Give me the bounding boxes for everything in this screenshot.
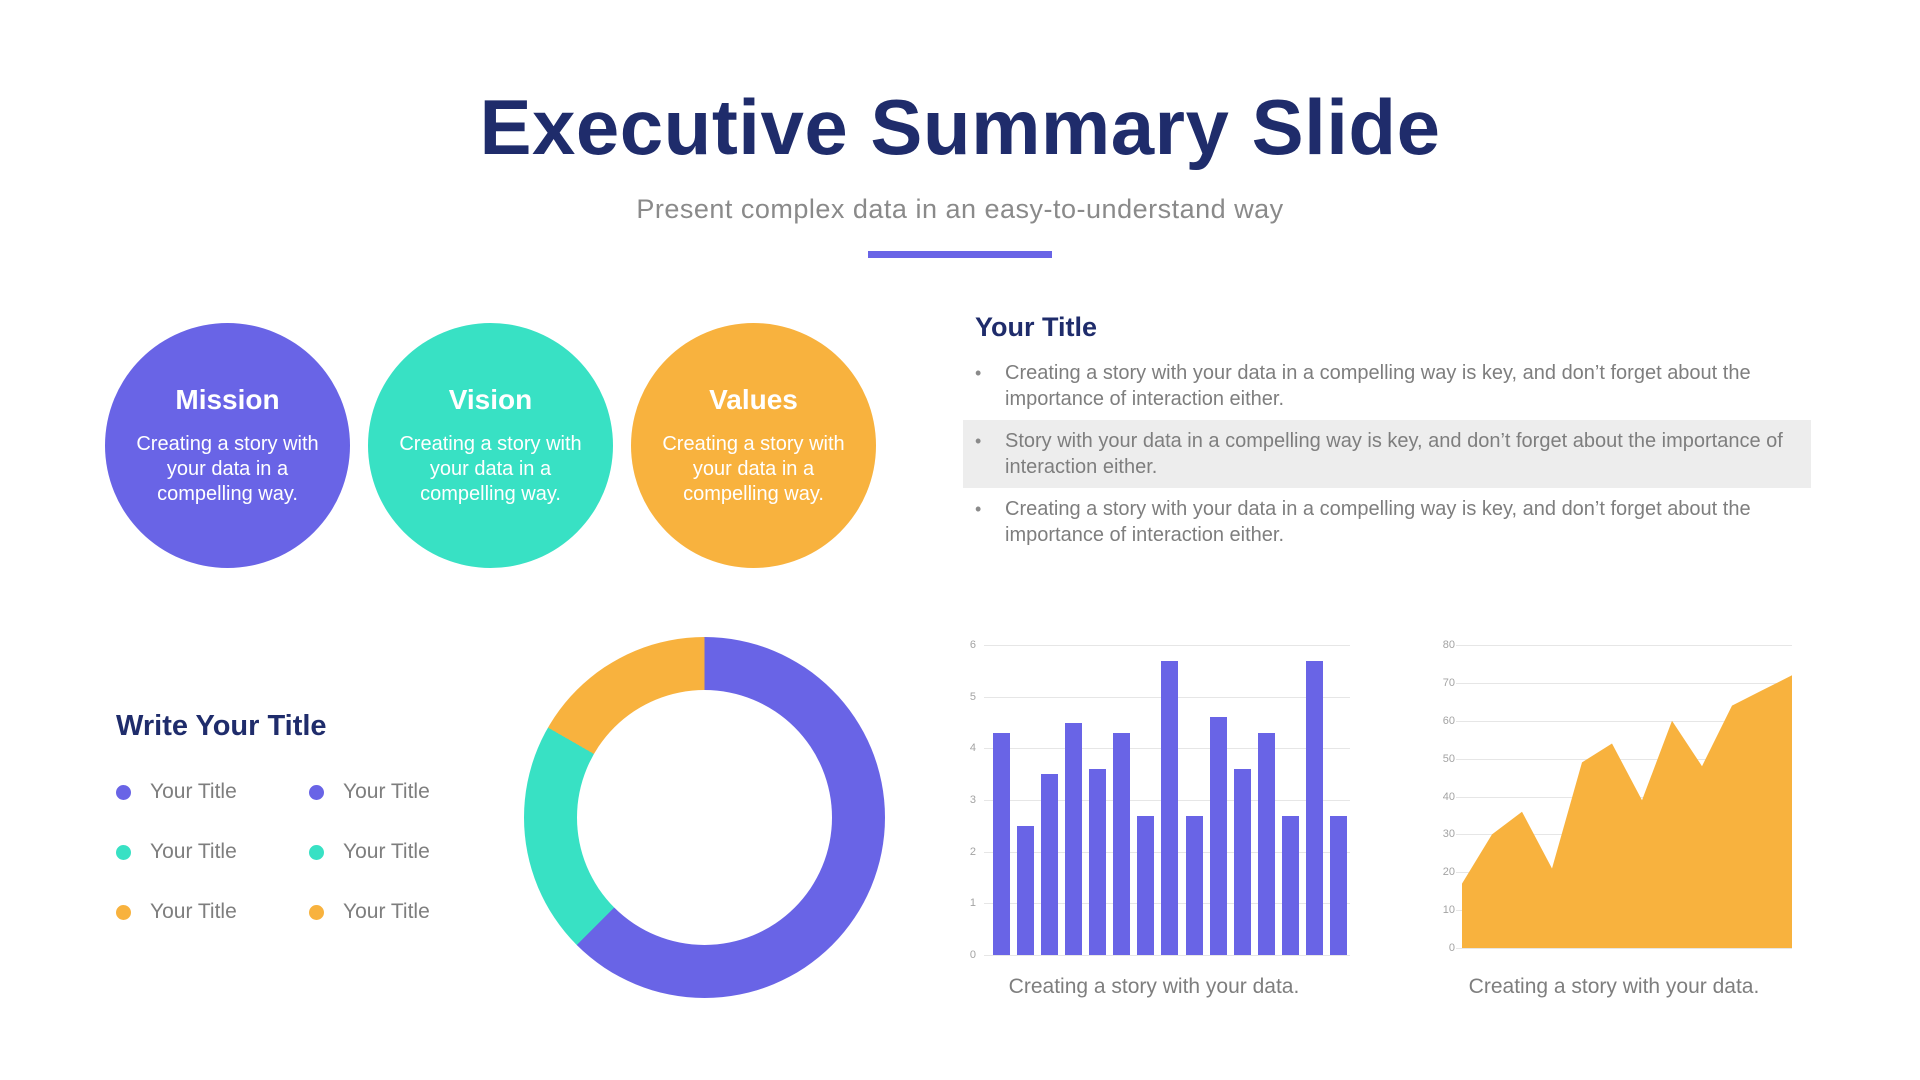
y-axis-tick-label: 70 [1442, 676, 1455, 689]
gridline [984, 645, 1350, 646]
bullets-section: Your Title • Creating a story with your … [963, 312, 1811, 556]
bullets-section-title: Your Title [975, 312, 1098, 342]
area-chart-caption: Creating a story with your data. [1468, 975, 1760, 998]
bar [1305, 660, 1323, 955]
bullet-item-3: • Creating a story with your data in a c… [963, 488, 1811, 556]
bullet-dot: • [975, 499, 982, 519]
y-axis-tick-label: 3 [969, 794, 976, 806]
legend-item: Your Title [116, 900, 309, 924]
gridline [1456, 645, 1792, 646]
area-plot [1456, 645, 1792, 949]
mission-circle-body: Creating a story with your data in a com… [136, 433, 319, 505]
bar [1041, 774, 1059, 955]
y-axis-tick-label: 6 [969, 639, 976, 651]
bullet-text: Creating a story with your data in a com… [1005, 498, 1751, 546]
y-axis-tick-label: 60 [1442, 714, 1455, 727]
bar [1281, 815, 1299, 955]
legend-dot [309, 784, 324, 800]
bar [1017, 825, 1035, 955]
vision-circle: Vision Creating a story with your data i… [368, 323, 613, 568]
bullet-item-1: • Creating a story with your data in a c… [963, 352, 1811, 420]
area-polygon [1462, 675, 1792, 948]
bullet-text: Creating a story with your data in a com… [1005, 362, 1751, 410]
y-axis-tick-label: 50 [1442, 752, 1455, 765]
legend-label: Your Title [150, 900, 237, 923]
area-svg [1462, 675, 1792, 948]
legend-label: Your Title [343, 840, 430, 863]
bars [990, 645, 1350, 955]
bar [1233, 769, 1251, 955]
y-axis-tick-label: 20 [1442, 866, 1455, 879]
y-axis-tick-label: 30 [1442, 828, 1455, 841]
gridline [1456, 720, 1792, 722]
values-circle-title: Values [709, 384, 798, 415]
bar-yaxis: 0 1 2 3 4 5 6 [948, 639, 982, 961]
bar [1257, 732, 1275, 955]
bullet-item-2: • Story with your data in a compelling w… [963, 420, 1811, 488]
legend-label: Your Title [343, 900, 430, 923]
gridline [984, 955, 1350, 956]
bar-chart: 0 1 2 3 4 5 6 [948, 638, 1360, 961]
legend-dot [309, 844, 324, 860]
bar [1113, 732, 1131, 955]
vision-circle-title: Vision [448, 384, 533, 415]
mission-circle-title: Mission [175, 384, 280, 415]
slide-subtitle: Present complex data in an easy-to-under… [636, 194, 1284, 224]
bar-plot [984, 645, 1350, 956]
values-circle-body: Creating a story with your data in a com… [662, 433, 845, 505]
legend-item: Your Title [116, 840, 309, 864]
bar [1065, 722, 1083, 955]
legend-dot [116, 904, 131, 920]
legend-dot [116, 784, 131, 800]
bullet-text: Story with your data in a compelling way… [1005, 430, 1783, 478]
bar [1161, 660, 1179, 955]
legend-dot [309, 904, 324, 920]
y-axis-tick-label: 1 [969, 897, 976, 910]
donut-hole [577, 690, 832, 945]
y-axis-tick-label: 80 [1442, 639, 1455, 651]
mission-vision-values-circles: Mission Creating a story with your data … [105, 323, 876, 568]
y-axis-tick-label: 0 [969, 949, 976, 961]
vision-circle-body: Creating a story with your data in a com… [399, 433, 582, 505]
y-axis-tick-label: 40 [1442, 790, 1455, 803]
donut-legend: Your Title Your Title Your Title Your Ti… [116, 762, 502, 942]
legend-dot [116, 844, 131, 860]
values-circle: Values Creating a story with your data i… [631, 323, 876, 568]
gridline [1456, 682, 1792, 684]
bar [1209, 717, 1227, 955]
y-axis-tick-label: 2 [969, 845, 976, 858]
y-axis-tick-label: 5 [969, 690, 976, 703]
y-axis-tick-label: 4 [969, 742, 976, 755]
area-yaxis: 0 10 20 30 40 50 60 70 80 [1428, 639, 1458, 954]
gridline [1456, 758, 1792, 760]
slide-title: Executive Summary Slide [479, 83, 1441, 171]
bar [993, 732, 1010, 955]
legend-section-title: Write Your Title [116, 710, 327, 742]
legend-label: Your Title [150, 840, 237, 863]
gridline [1456, 948, 1792, 949]
legend-label: Your Title [150, 780, 237, 803]
bar-chart-caption: Creating a story with your data. [1008, 975, 1300, 998]
bar [1137, 815, 1155, 955]
y-axis-tick-label: 0 [1448, 942, 1455, 954]
bullet-dot: • [975, 431, 982, 451]
legend-item: Your Title [309, 900, 502, 924]
legend-label: Your Title [343, 780, 430, 803]
bar [1185, 815, 1203, 955]
title-underline-bar [868, 251, 1052, 258]
legend-item: Your Title [116, 780, 309, 804]
mission-circle: Mission Creating a story with your data … [105, 323, 350, 568]
legend-item: Your Title [309, 840, 502, 864]
donut-chart [524, 637, 885, 998]
bullet-dot: • [975, 363, 982, 383]
bar [1329, 815, 1347, 955]
legend-item: Your Title [309, 780, 502, 804]
area-chart: 0 10 20 30 40 50 60 70 80 [1428, 638, 1800, 960]
bar [1089, 769, 1107, 955]
y-axis-tick-label: 10 [1442, 904, 1455, 917]
